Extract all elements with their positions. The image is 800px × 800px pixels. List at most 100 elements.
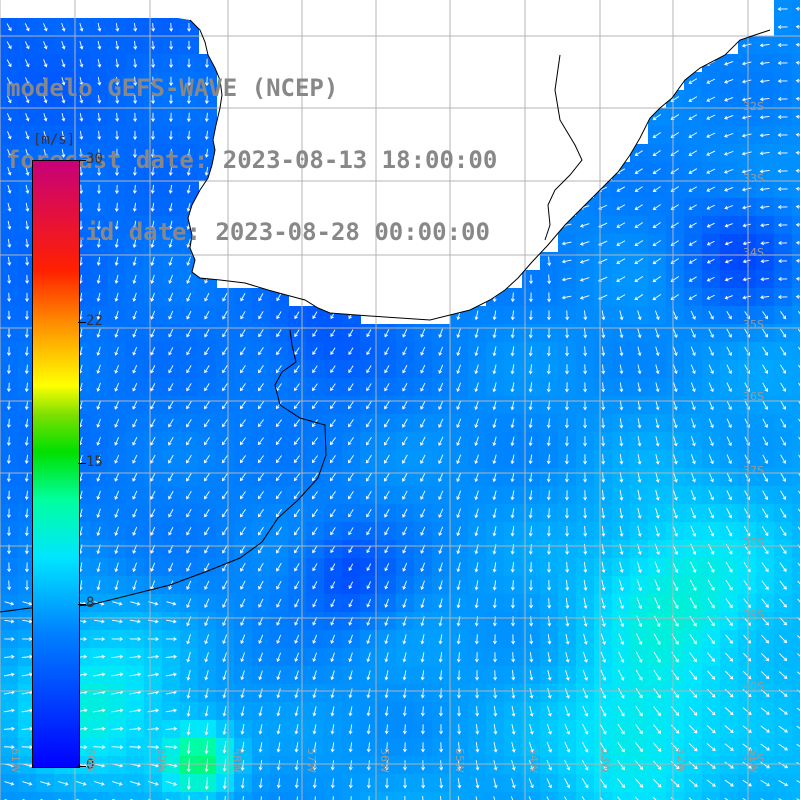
wind-cell: [558, 378, 577, 397]
wind-cell: [144, 360, 163, 379]
wind-cell: [378, 342, 397, 361]
wind-cell: [144, 198, 163, 217]
colorbar-unit: [m/s]: [33, 132, 75, 148]
wind-cell: [774, 54, 793, 73]
wind-cell: [432, 522, 451, 541]
wind-cell: [648, 198, 667, 217]
wind-cell: [684, 234, 703, 253]
wind-cell: [486, 306, 505, 325]
wind-cell: [378, 450, 397, 469]
wind-cell: [252, 612, 271, 631]
wind-cell: [252, 360, 271, 379]
wind-cell: [792, 648, 800, 667]
wind-cell: [234, 504, 253, 523]
wind-cell: [468, 594, 487, 613]
wind-cell: [0, 288, 19, 307]
wind-cell: [468, 576, 487, 595]
wind-cell: [126, 468, 145, 487]
wind-cell: [702, 90, 721, 109]
wind-cell: [486, 594, 505, 613]
wind-cell: [108, 630, 127, 649]
wind-cell: [792, 540, 800, 559]
wind-cell: [0, 648, 19, 667]
wind-cell: [90, 792, 109, 800]
wind-cell: [234, 306, 253, 325]
wind-cell: [540, 504, 559, 523]
wind-cell: [558, 396, 577, 415]
wind-cell: [126, 504, 145, 523]
wind-cell: [180, 324, 199, 343]
wind-cell: [126, 720, 145, 739]
wind-cell: [90, 270, 109, 289]
wind-cell: [378, 468, 397, 487]
wind-cell: [540, 576, 559, 595]
wind-cell: [252, 666, 271, 685]
wind-cell: [774, 36, 793, 55]
wind-cell: [756, 270, 775, 289]
wind-cell: [126, 108, 145, 127]
wind-cell: [270, 774, 289, 793]
wind-cell: [378, 792, 397, 800]
wind-cell: [324, 360, 343, 379]
wind-cell: [234, 630, 253, 649]
wind-cell: [558, 306, 577, 325]
wind-cell: [144, 576, 163, 595]
wind-cell: [144, 468, 163, 487]
wind-cell: [126, 378, 145, 397]
wind-cell: [774, 0, 793, 19]
wind-cell: [630, 162, 649, 181]
wind-cell: [486, 396, 505, 415]
wind-cell: [774, 288, 793, 307]
wind-cell: [126, 432, 145, 451]
wind-cell: [630, 234, 649, 253]
wind-cell: [486, 648, 505, 667]
wind-cell: [270, 756, 289, 775]
wind-cell: [288, 522, 307, 541]
wind-cell: [576, 504, 595, 523]
wind-cell: [540, 306, 559, 325]
wind-cell: [0, 702, 19, 721]
wind-cell: [540, 486, 559, 505]
wind-cell: [198, 594, 217, 613]
wind-cell: [0, 432, 19, 451]
wind-cell: [648, 234, 667, 253]
wind-cell: [792, 234, 800, 253]
colorbar-tick-mark: [78, 604, 86, 605]
wind-cell: [396, 702, 415, 721]
wind-cell: [108, 396, 127, 415]
wind-cell: [90, 216, 109, 235]
wind-cell: [450, 414, 469, 433]
wind-cell: [468, 558, 487, 577]
wind-cell: [342, 360, 361, 379]
wind-cell: [180, 558, 199, 577]
wind-cell: [252, 738, 271, 757]
wind-cell: [450, 324, 469, 343]
wind-cell: [180, 180, 199, 199]
wind-cell: [198, 360, 217, 379]
wind-cell: [324, 630, 343, 649]
wind-cell: [180, 36, 199, 55]
wind-cell: [198, 684, 217, 703]
wind-cell: [774, 90, 793, 109]
wind-cell: [792, 72, 800, 91]
wind-cell: [558, 504, 577, 523]
wind-cell: [558, 414, 577, 433]
wind-cell: [630, 216, 649, 235]
wind-cell: [126, 126, 145, 145]
wind-cell: [90, 378, 109, 397]
wind-cell: [108, 720, 127, 739]
wind-cell: [288, 540, 307, 559]
wind-cell: [144, 90, 163, 109]
wind-cell: [216, 540, 235, 559]
wind-cell: [576, 450, 595, 469]
wind-cell: [342, 486, 361, 505]
wind-cell: [414, 738, 433, 757]
wind-cell: [162, 360, 181, 379]
wind-cell: [450, 576, 469, 595]
wind-cell: [792, 324, 800, 343]
wind-cell: [468, 792, 487, 800]
wind-cell: [306, 432, 325, 451]
wind-cell: [306, 378, 325, 397]
wind-cell: [108, 414, 127, 433]
wind-cell: [684, 288, 703, 307]
